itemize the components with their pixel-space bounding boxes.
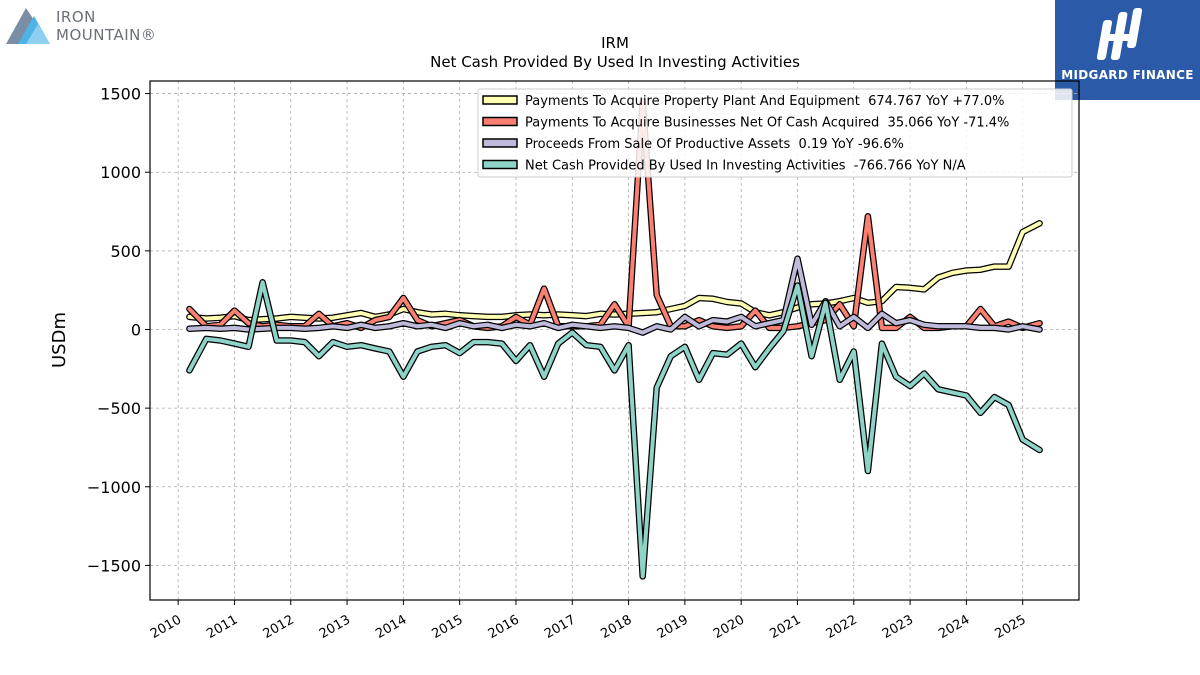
x-tick-label: 2015 [430, 612, 466, 642]
midgard-logo-icon [1096, 8, 1143, 60]
legend-box [477, 88, 1073, 178]
legend-swatch [482, 159, 518, 170]
series-line [187, 256, 1042, 335]
series-line [187, 280, 1042, 579]
y-tick-label: 0 [131, 320, 141, 339]
series-3 [186, 279, 1043, 580]
legend-swatch [482, 116, 518, 127]
y-axis-label: USDm [49, 312, 70, 368]
x-tick-label: 2022 [824, 612, 860, 642]
x-tick-label: 2014 [373, 612, 409, 642]
legend-legend-yoy: YoY +77.0% [922, 94, 1005, 109]
legend-legend-value: 0.19 [790, 137, 827, 152]
legend-legend-yoy: YoY N/A [912, 159, 965, 174]
series-line [187, 221, 1042, 323]
plot-area-frame [149, 80, 1080, 601]
x-tick-label: 2021 [767, 612, 803, 642]
legend-name: Net Cash Provided By Used In Investing A… [525, 159, 846, 174]
legend-entry: Payments To Acquire Property Plant And E… [525, 94, 1004, 109]
legend-legend-value: -766.766 [846, 159, 913, 174]
legend-legend-value: 674.767 [860, 94, 922, 109]
x-tick-label: 2016 [486, 612, 522, 642]
legend-entry: Payments To Acquire Businesses Net Of Ca… [525, 116, 1009, 131]
legend-legend-value: 35.066 [879, 116, 933, 131]
publisher-label: MIDGARD FINANCE [1061, 68, 1194, 82]
legend-swatch [482, 95, 518, 105]
legend-entry: Proceeds From Sale Of Productive Assets … [525, 137, 904, 152]
series-2 [186, 255, 1043, 336]
x-tick-label: 2018 [598, 612, 634, 642]
y-tick-label: 500 [110, 242, 141, 261]
legend-name: Proceeds From Sale Of Productive Assets [525, 137, 790, 152]
y-axis-ticks: −1500 −1000 −500 0 500 1000 1500 [87, 85, 150, 575]
x-tick-label: 2010 [148, 612, 184, 642]
series-0 [186, 220, 1043, 324]
x-tick-label: 2017 [542, 612, 578, 642]
x-tick-label: 2023 [880, 612, 916, 642]
midgard-finance-badge: MIDGARD FINANCE [1055, 0, 1200, 100]
legend-legend-yoy: YoY -71.4% [933, 116, 1009, 131]
legend-name: Payments To Acquire Property Plant And E… [525, 94, 860, 109]
legend-entry: Net Cash Provided By Used In Investing A… [525, 159, 966, 174]
x-tick-label: 2020 [711, 612, 747, 642]
legend-name: Payments To Acquire Businesses Net Of Ca… [525, 116, 879, 131]
x-tick-label: 2024 [936, 612, 972, 642]
logo-text-line2: MOUNTAIN® [56, 26, 157, 44]
x-tick-label: 2011 [204, 612, 240, 642]
x-tick-label: 2012 [261, 612, 297, 642]
y-tick-label: −500 [97, 399, 141, 418]
series-lines [186, 98, 1043, 580]
y-tick-label: −1000 [87, 478, 141, 497]
iron-mountain-logo: IRON MOUNTAIN® [4, 4, 174, 46]
chart-subtitle: Net Cash Provided By Used In Investing A… [430, 53, 800, 71]
chart-title: IRM [601, 34, 629, 52]
logo-text-line1: IRON [56, 8, 96, 26]
y-tick-label: 1500 [100, 85, 141, 104]
y-tick-label: −1500 [87, 556, 141, 575]
x-tick-label: 2013 [317, 612, 353, 642]
x-tick-label: 2025 [993, 612, 1029, 642]
x-axis-ticks: 2010 2011 2012 2013 2014 2015 2016 2017 2018 2019… [148, 600, 1029, 642]
legend-swatch [482, 138, 518, 148]
x-tick-label: 2019 [655, 612, 691, 642]
mountain-logo-icon [6, 8, 50, 44]
y-tick-label: 1000 [100, 163, 141, 182]
legend-legend-yoy: YoY -96.6% [828, 137, 904, 152]
legend: Payments To Acquire Property Plant And E… [477, 88, 1073, 178]
